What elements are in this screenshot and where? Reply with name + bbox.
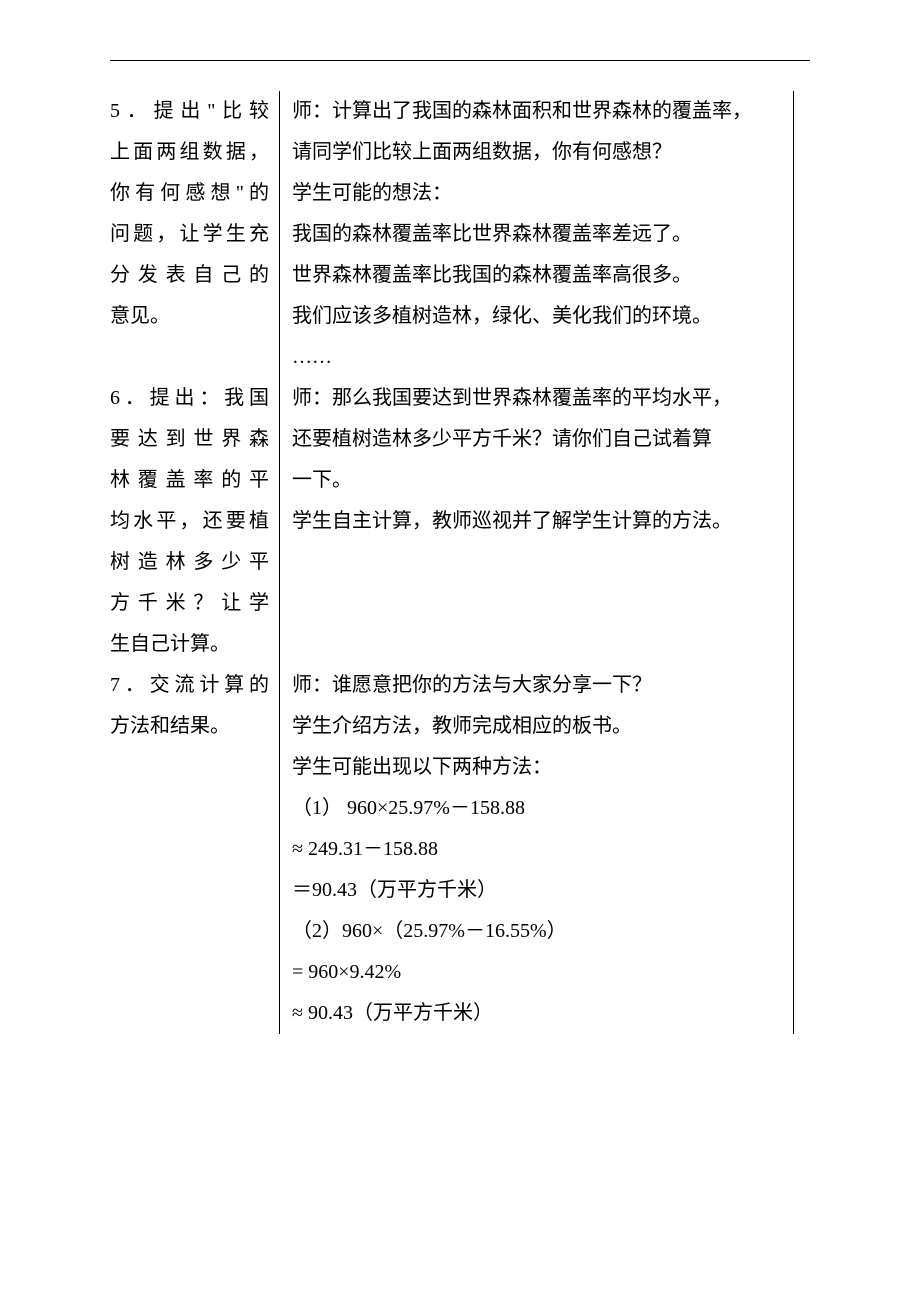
- text-line: 均水平，还要植: [110, 501, 269, 542]
- text-line: 意见。: [110, 296, 269, 337]
- text-line: 学生自主计算，教师巡视并了解学生计算的方法。: [292, 501, 783, 542]
- left-section-5: 5．提出"比较 上面两组数据， 你有何感想"的 问题，让学生充 分发表自己的 意…: [110, 91, 269, 378]
- spacer-line: [110, 337, 269, 378]
- middle-column: 师：计算出了我国的森林面积和世界森林的覆盖率， 请同学们比较上面两组数据，你有何…: [280, 91, 794, 1034]
- text-line: 学生可能的想法：: [292, 173, 783, 214]
- spacer-line: [292, 542, 783, 583]
- content-table: 5．提出"比较 上面两组数据， 你有何感想"的 问题，让学生充 分发表自己的 意…: [110, 91, 810, 1034]
- mid-section-6: 师：那么我国要达到世界森林覆盖率的平均水平， 还要植树造林多少平方千米？请你们自…: [292, 378, 783, 665]
- text-line: 师：谁愿意把你的方法与大家分享一下？: [292, 665, 783, 706]
- text-line: 世界森林覆盖率比我国的森林覆盖率高很多。: [292, 255, 783, 296]
- spacer-line: [292, 624, 783, 665]
- text-line: 我国的森林覆盖率比世界森林覆盖率差远了。: [292, 214, 783, 255]
- text-line: 问题，让学生充: [110, 214, 269, 255]
- left-section-6: 6．提出：我国 要达到世界森 林覆盖率的平 均水平，还要植 树造林多少平 方千米…: [110, 378, 269, 665]
- document-page: 5．提出"比较 上面两组数据， 你有何感想"的 问题，让学生充 分发表自己的 意…: [0, 0, 920, 1302]
- text-line: 师：那么我国要达到世界森林覆盖率的平均水平，: [292, 378, 783, 419]
- mid-section-7: 师：谁愿意把你的方法与大家分享一下？ 学生介绍方法，教师完成相应的板书。 学生可…: [292, 665, 783, 1034]
- text-line: 学生可能出现以下两种方法：: [292, 747, 783, 788]
- calc-line: （2）960×（25.97%－16.55%）: [292, 911, 783, 952]
- text-line: 生自己计算。: [110, 624, 269, 665]
- text-line: 要达到世界森: [110, 419, 269, 460]
- text-line: 请同学们比较上面两组数据，你有何感想？: [292, 132, 783, 173]
- calc-line: ≈ 249.31－158.88: [292, 829, 783, 870]
- text-line: 5．提出"比较: [110, 91, 269, 132]
- mid-section-5: 师：计算出了我国的森林面积和世界森林的覆盖率， 请同学们比较上面两组数据，你有何…: [292, 91, 783, 378]
- text-line: 你有何感想"的: [110, 173, 269, 214]
- text-line: 林覆盖率的平: [110, 460, 269, 501]
- text-line: 一下。: [292, 460, 783, 501]
- text-line: 学生介绍方法，教师完成相应的板书。: [292, 706, 783, 747]
- left-column: 5．提出"比较 上面两组数据， 你有何感想"的 问题，让学生充 分发表自己的 意…: [110, 91, 280, 1034]
- text-line: 还要植树造林多少平方千米？请你们自己试着算: [292, 419, 783, 460]
- calc-line: ≈ 90.43（万平方千米）: [292, 993, 783, 1034]
- right-column: [794, 91, 810, 1034]
- left-section-7: 7．交流计算的 方法和结果。: [110, 665, 269, 747]
- calc-line: （1） 960×25.97%－158.88: [292, 788, 783, 829]
- top-rule: [110, 60, 810, 61]
- spacer-line: [292, 583, 783, 624]
- text-line: 7．交流计算的: [110, 665, 269, 706]
- text-line: ……: [292, 337, 783, 378]
- calc-line: ＝90.43（万平方千米）: [292, 870, 783, 911]
- text-line: 方千米？让学: [110, 583, 269, 624]
- text-line: 方法和结果。: [110, 706, 269, 747]
- text-line: 树造林多少平: [110, 542, 269, 583]
- text-line: 上面两组数据，: [110, 132, 269, 173]
- text-line: 师：计算出了我国的森林面积和世界森林的覆盖率，: [292, 91, 783, 132]
- calc-line: = 960×9.42%: [292, 952, 783, 993]
- text-line: 6．提出：我国: [110, 378, 269, 419]
- text-line: 分发表自己的: [110, 255, 269, 296]
- text-line: 我们应该多植树造林，绿化、美化我们的环境。: [292, 296, 783, 337]
